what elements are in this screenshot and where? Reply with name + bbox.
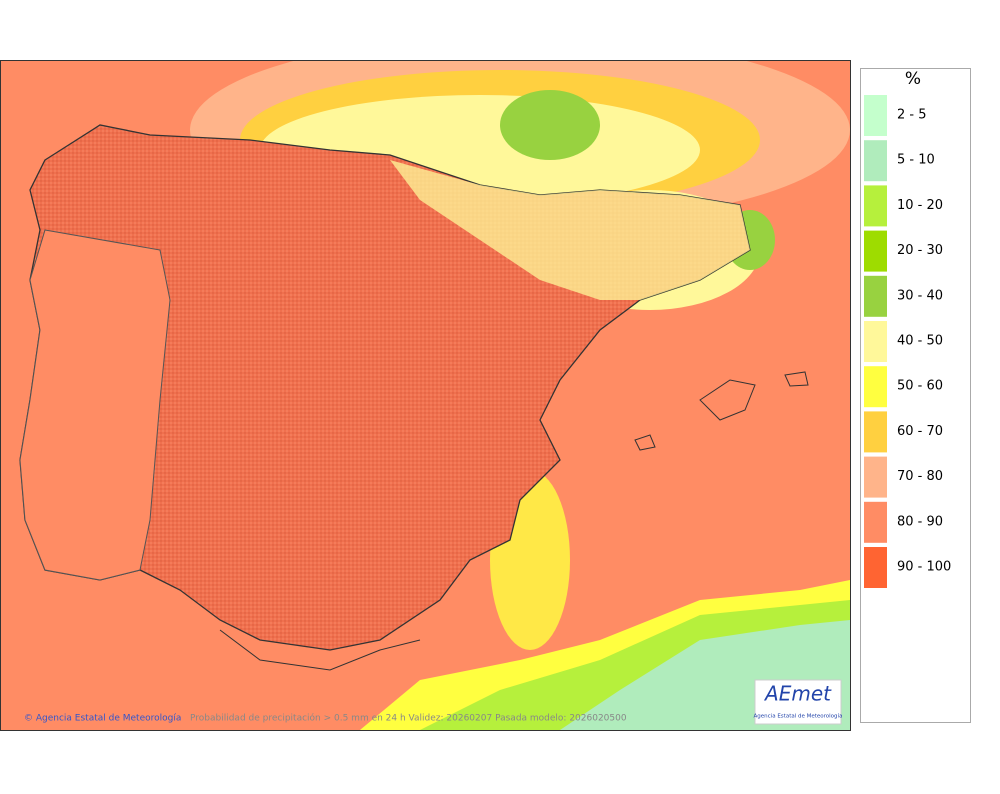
portugal: [19, 229, 171, 581]
legend-swatch: [864, 230, 887, 272]
logo-subtitle: Agencia Estatal de Meteorología: [754, 713, 843, 720]
legend-label: 70 - 80: [897, 469, 943, 484]
island: [634, 434, 656, 451]
legend-label: 50 - 60: [897, 379, 943, 394]
credit: © Agencia Estatal de Meteorología: [24, 714, 181, 724]
legend-swatch: [864, 275, 887, 317]
legend-swatch: [864, 547, 887, 588]
legend-label: 5 - 10: [897, 153, 935, 168]
map: [0, 60, 850, 730]
legend-label: 80 - 90: [897, 514, 943, 529]
legend-swatch: [864, 185, 887, 227]
coast: [219, 629, 421, 671]
legend-label: 60 - 70: [897, 424, 943, 439]
legend-swatch: [864, 456, 887, 498]
legend-label: 90 - 100: [897, 560, 951, 575]
legend-swatch: [864, 321, 887, 362]
legend-label: 40 - 50: [897, 334, 943, 349]
legend-label: 30 - 40: [897, 288, 943, 303]
legend-swatch: [864, 140, 887, 182]
zone: [500, 90, 600, 160]
legend-unit: %: [905, 69, 921, 89]
legend-label: 20 - 30: [897, 243, 943, 258]
legend-label: 10 - 20: [897, 198, 943, 213]
legend-label: 2 - 5: [897, 108, 927, 123]
legend-swatch: [864, 95, 887, 136]
caption: Probabilidad de precipitación > 0.5 mm e…: [190, 713, 627, 724]
logo-name: AEmet: [763, 682, 832, 706]
logo-box: [754, 679, 842, 725]
map-frame: [0, 60, 851, 731]
zone: [390, 160, 750, 300]
legend-swatch: [864, 366, 887, 408]
legend-swatch: [864, 411, 887, 453]
island: [784, 371, 809, 387]
island: [699, 379, 756, 421]
legend-swatch: [864, 501, 887, 543]
